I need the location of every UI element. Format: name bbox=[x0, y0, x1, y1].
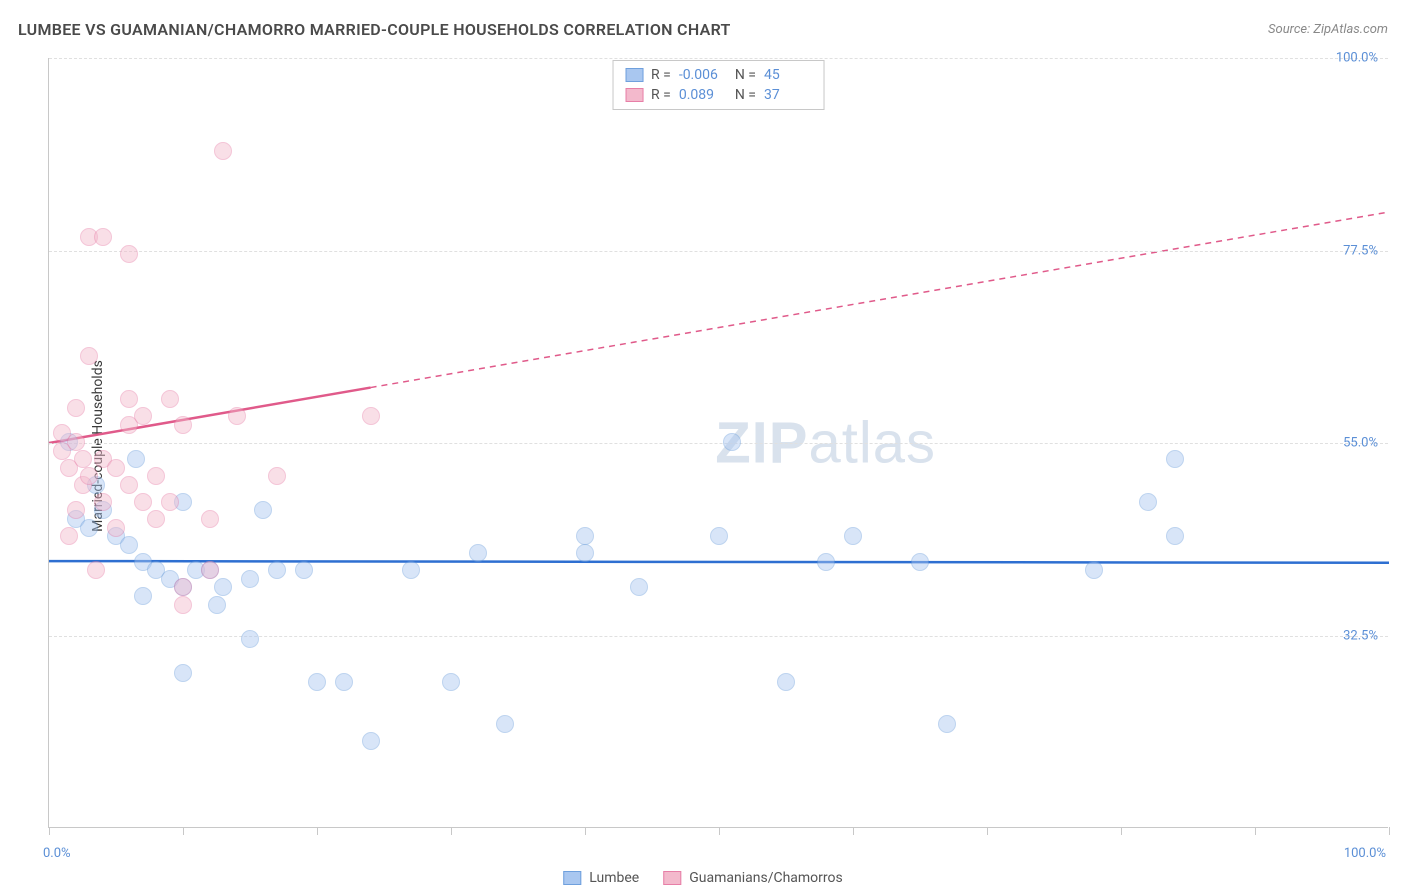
scatter-point bbox=[576, 544, 594, 562]
scatter-point bbox=[817, 553, 835, 571]
x-tick-label-first: 0.0% bbox=[43, 846, 71, 861]
scatter-point bbox=[80, 519, 98, 537]
x-tick bbox=[451, 827, 452, 835]
scatter-point bbox=[67, 501, 85, 519]
legend-item-lumbee: Lumbee bbox=[563, 870, 639, 886]
scatter-point bbox=[1166, 527, 1184, 545]
scatter-point bbox=[208, 596, 226, 614]
scatter-point bbox=[94, 228, 112, 246]
gridline bbox=[49, 251, 1388, 252]
scatter-point bbox=[241, 570, 259, 588]
scatter-point bbox=[147, 467, 165, 485]
scatter-point bbox=[469, 544, 487, 562]
scatter-point bbox=[134, 587, 152, 605]
x-tick bbox=[853, 827, 854, 835]
scatter-point bbox=[268, 467, 286, 485]
x-tick bbox=[719, 827, 720, 835]
scatter-point bbox=[161, 390, 179, 408]
scatter-point bbox=[120, 245, 138, 263]
scatter-point bbox=[911, 553, 929, 571]
x-tick bbox=[183, 827, 184, 835]
scatter-point bbox=[94, 493, 112, 511]
scatter-point bbox=[134, 493, 152, 511]
scatter-point bbox=[723, 433, 741, 451]
scatter-point bbox=[201, 561, 219, 579]
x-tick bbox=[1389, 827, 1390, 835]
scatter-point bbox=[161, 493, 179, 511]
scatter-point bbox=[777, 673, 795, 691]
x-tick bbox=[987, 827, 988, 835]
y-tick-label: 55.0% bbox=[1343, 436, 1378, 451]
scatter-point bbox=[402, 561, 420, 579]
scatter-point bbox=[1166, 450, 1184, 468]
scatter-point bbox=[120, 536, 138, 554]
scatter-point bbox=[60, 527, 78, 545]
scatter-point bbox=[576, 527, 594, 545]
gridline bbox=[49, 443, 1388, 444]
x-tick bbox=[1255, 827, 1256, 835]
scatter-point bbox=[127, 450, 145, 468]
scatter-point bbox=[1085, 561, 1103, 579]
scatter-point bbox=[630, 578, 648, 596]
scatter-point bbox=[174, 416, 192, 434]
scatter-point bbox=[67, 399, 85, 417]
scatter-point bbox=[174, 578, 192, 596]
scatter-point bbox=[496, 715, 514, 733]
x-tick bbox=[49, 827, 50, 835]
scatter-point bbox=[308, 673, 326, 691]
scatter-point bbox=[268, 561, 286, 579]
scatter-point bbox=[442, 673, 460, 691]
scatter-point bbox=[362, 407, 380, 425]
series-legend: Lumbee Guamanians/Chamorros bbox=[563, 870, 842, 886]
x-tick bbox=[585, 827, 586, 835]
scatter-point bbox=[174, 664, 192, 682]
scatter-point bbox=[214, 142, 232, 160]
title-bar: LUMBEE VS GUAMANIAN/CHAMORRO MARRIED-COU… bbox=[18, 20, 1388, 39]
swatch-guamanian-icon bbox=[663, 871, 681, 885]
scatter-point bbox=[80, 467, 98, 485]
scatter-point bbox=[107, 459, 125, 477]
scatter-point bbox=[1139, 493, 1157, 511]
scatter-point bbox=[147, 510, 165, 528]
scatter-point bbox=[67, 433, 85, 451]
chart-title: LUMBEE VS GUAMANIAN/CHAMORRO MARRIED-COU… bbox=[18, 20, 731, 39]
legend-item-guamanian: Guamanians/Chamorros bbox=[663, 870, 843, 886]
scatter-point bbox=[134, 407, 152, 425]
y-tick-label: 32.5% bbox=[1343, 628, 1378, 643]
x-tick bbox=[1121, 827, 1122, 835]
scatter-point bbox=[74, 450, 92, 468]
y-tick-label: 77.5% bbox=[1343, 243, 1378, 258]
scatter-point bbox=[335, 673, 353, 691]
x-tick-label-last: 100.0% bbox=[1344, 846, 1386, 861]
scatter-point bbox=[844, 527, 862, 545]
y-tick-label: 100.0% bbox=[1336, 51, 1378, 66]
swatch-lumbee-icon bbox=[563, 871, 581, 885]
gridline bbox=[49, 58, 1388, 59]
scatter-point bbox=[362, 732, 380, 750]
x-tick bbox=[317, 827, 318, 835]
scatter-point bbox=[295, 561, 313, 579]
scatter-point bbox=[120, 390, 138, 408]
scatter-point bbox=[107, 519, 125, 537]
scatter-point bbox=[174, 596, 192, 614]
scatter-point bbox=[228, 407, 246, 425]
scatter-point bbox=[80, 347, 98, 365]
scatter-point bbox=[87, 561, 105, 579]
scatter-point bbox=[120, 476, 138, 494]
scatter-point bbox=[938, 715, 956, 733]
scatter-point bbox=[710, 527, 728, 545]
source-attribution: Source: ZipAtlas.com bbox=[1268, 22, 1388, 37]
scatter-point bbox=[201, 510, 219, 528]
scatter-point bbox=[214, 578, 232, 596]
scatter-point bbox=[241, 630, 259, 648]
scatter-point bbox=[254, 501, 272, 519]
chart-plot-area: ZIPatlas R = -0.006 N = 45 R = 0.089 N =… bbox=[48, 58, 1388, 828]
